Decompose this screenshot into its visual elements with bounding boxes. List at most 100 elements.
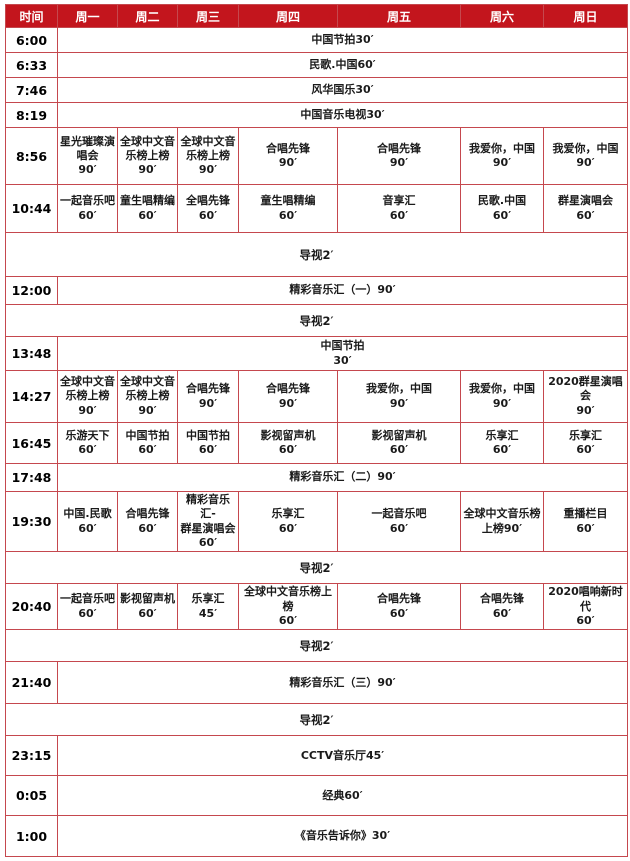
header-mon: 周一	[57, 4, 118, 28]
promo-row-cell: 导视2′	[5, 703, 628, 737]
program-cell: 全球中文音乐榜上榜 90′	[117, 370, 178, 423]
program-cell: 一起音乐吧 60′	[57, 184, 118, 233]
header-wed: 周三	[177, 4, 239, 28]
header-thu: 周四	[238, 4, 338, 28]
program-cell: 合唱先锋 60′	[460, 583, 544, 631]
schedule-row: 17:48 精彩音乐汇（二）90′	[5, 463, 628, 492]
program-cell: 乐享汇 60′	[460, 422, 544, 464]
time-cell: 19:30	[5, 490, 58, 553]
schedule-row: 13:48 中国节拍 30′	[5, 336, 628, 371]
program-cell: 童生唱精编 60′	[117, 184, 178, 233]
program-cell-allweek: 中国音乐电视30′	[57, 102, 628, 128]
tv-schedule-table: 时间 周一 周二 周三 周四 周五 周六 周日 6:00 中国节拍30′ 6:33 民歌.中国60′…	[5, 4, 628, 858]
header-tue: 周二	[117, 4, 178, 28]
header-fri: 周五	[337, 4, 461, 28]
time-cell: 10:44	[5, 184, 58, 233]
program-cell: 重播栏目 60′	[543, 490, 628, 553]
schedule-row: 导视2′	[5, 232, 628, 277]
program-cell: 合唱先锋 90′	[238, 127, 338, 185]
program-cell: 乐享汇 60′	[238, 490, 338, 553]
schedule-row: 14:27 全球中文音乐榜上榜 90′ 全球中文音乐榜上榜 90′ 合唱先锋 90′ 合…	[5, 370, 628, 423]
time-cell: 12:00	[5, 276, 58, 305]
program-cell: 群星演唱会 60′	[543, 184, 628, 233]
schedule-row: 12:00 精彩音乐汇（一）90′	[5, 276, 628, 305]
time-cell: 21:40	[5, 661, 58, 705]
program-cell: 全球中文音乐榜上榜 90′	[177, 127, 239, 185]
program-cell: 音享汇 60′	[337, 184, 461, 233]
program-cell: 星光璀璨演唱会 90′	[57, 127, 118, 185]
program-cell: 全球中文音乐榜 上榜90′	[460, 490, 544, 553]
program-cell: 我爱你，中国 90′	[460, 370, 544, 423]
program-cell: 合唱先锋 90′	[337, 127, 461, 185]
header-sat: 周六	[460, 4, 544, 28]
program-cell: 民歌.中国 60′	[460, 184, 544, 233]
program-cell: 全球中文音乐榜上榜 90′	[57, 370, 118, 423]
schedule-row: 7:46 风华国乐30′	[5, 77, 628, 103]
program-cell-allweek: 民歌.中国60′	[57, 52, 628, 78]
promo-row-cell: 导视2′	[5, 551, 628, 585]
program-cell: 合唱先锋 60′	[337, 583, 461, 631]
program-cell: 一起音乐吧 60′	[337, 490, 461, 553]
schedule-body: 6:00 中国节拍30′ 6:33 民歌.中国60′ 7:46 风华国乐30′ 8:19 中国…	[5, 27, 628, 858]
time-cell: 6:33	[5, 52, 58, 78]
program-cell-allweek: 精彩音乐汇（三）90′	[57, 661, 628, 705]
program-cell: 影视留声机 60′	[117, 583, 178, 631]
program-cell: 我爱你，中国 90′	[337, 370, 461, 423]
schedule-header-row: 时间 周一 周二 周三 周四 周五 周六 周日	[5, 4, 628, 28]
program-cell: 中国.民歌 60′	[57, 490, 118, 553]
schedule-row: 21:40 精彩音乐汇（三）90′	[5, 661, 628, 705]
schedule-row: 导视2′	[5, 703, 628, 737]
program-cell: 合唱先锋 90′	[238, 370, 338, 423]
program-cell: 精彩音乐汇- 群星演唱会 60′	[177, 490, 239, 553]
program-cell: 乐享汇 60′	[543, 422, 628, 464]
program-cell: 乐享汇 45′	[177, 583, 239, 631]
program-cell: 乐游天下 60′	[57, 422, 118, 464]
schedule-row: 19:30 中国.民歌 60′ 合唱先锋 60′ 精彩音乐汇- 群星演唱会 60′ 乐享…	[5, 490, 628, 553]
program-cell: 影视留声机 60′	[238, 422, 338, 464]
program-cell: 全球中文音乐榜上榜 60′	[238, 583, 338, 631]
schedule-row: 导视2′	[5, 304, 628, 337]
time-cell: 16:45	[5, 422, 58, 464]
time-cell: 23:15	[5, 735, 58, 777]
time-cell: 17:48	[5, 463, 58, 492]
promo-row-cell: 导视2′	[5, 629, 628, 663]
promo-row-cell: 导视2′	[5, 232, 628, 277]
program-cell: 童生唱精编 60′	[238, 184, 338, 233]
schedule-row: 6:33 民歌.中国60′	[5, 52, 628, 78]
time-cell: 8:56	[5, 127, 58, 185]
header-sun: 周日	[543, 4, 628, 28]
header-time: 时间	[5, 4, 58, 28]
schedule-row: 导视2′	[5, 551, 628, 585]
program-cell: 2020群星演唱会 90′	[543, 370, 628, 423]
program-cell: 中国节拍 60′	[117, 422, 178, 464]
time-cell: 0:05	[5, 775, 58, 817]
program-cell-allweek: CCTV音乐厅45′	[57, 735, 628, 777]
program-cell-allweek: 中国节拍 30′	[57, 336, 628, 371]
schedule-row: 8:56 星光璀璨演唱会 90′ 全球中文音乐榜上榜 90′ 全球中文音乐榜上榜 90…	[5, 127, 628, 185]
program-cell: 全球中文音乐榜上榜 90′	[117, 127, 178, 185]
schedule-row: 16:45 乐游天下 60′ 中国节拍 60′ 中国节拍 60′ 影视留声机 60′ 影视…	[5, 422, 628, 464]
program-cell: 2020唱响新时代 60′	[543, 583, 628, 631]
schedule-row: 导视2′	[5, 629, 628, 663]
program-cell: 影视留声机 60′	[337, 422, 461, 464]
program-cell-allweek: 精彩音乐汇（二）90′	[57, 463, 628, 492]
program-cell: 一起音乐吧 60′	[57, 583, 118, 631]
time-cell: 14:27	[5, 370, 58, 423]
program-cell-allweek: 中国节拍30′	[57, 27, 628, 53]
schedule-row: 1:00 《音乐告诉你》30′	[5, 815, 628, 858]
program-cell-allweek: 风华国乐30′	[57, 77, 628, 103]
program-cell: 全唱先锋 60′	[177, 184, 239, 233]
program-cell-allweek: 精彩音乐汇（一）90′	[57, 276, 628, 305]
program-cell: 合唱先锋 90′	[177, 370, 239, 423]
schedule-row: 8:19 中国音乐电视30′	[5, 102, 628, 128]
program-cell: 合唱先锋 60′	[117, 490, 178, 553]
time-cell: 20:40	[5, 583, 58, 631]
program-cell: 我爱你，中国 90′	[543, 127, 628, 185]
schedule-row: 0:05 经典60′	[5, 775, 628, 817]
schedule-row: 23:15 CCTV音乐厅45′	[5, 735, 628, 777]
time-cell: 13:48	[5, 336, 58, 371]
schedule-row: 6:00 中国节拍30′	[5, 27, 628, 53]
schedule-row: 20:40 一起音乐吧 60′ 影视留声机 60′ 乐享汇 45′ 全球中文音乐榜上榜 …	[5, 583, 628, 631]
program-cell-allweek: 《音乐告诉你》30′	[57, 815, 628, 858]
